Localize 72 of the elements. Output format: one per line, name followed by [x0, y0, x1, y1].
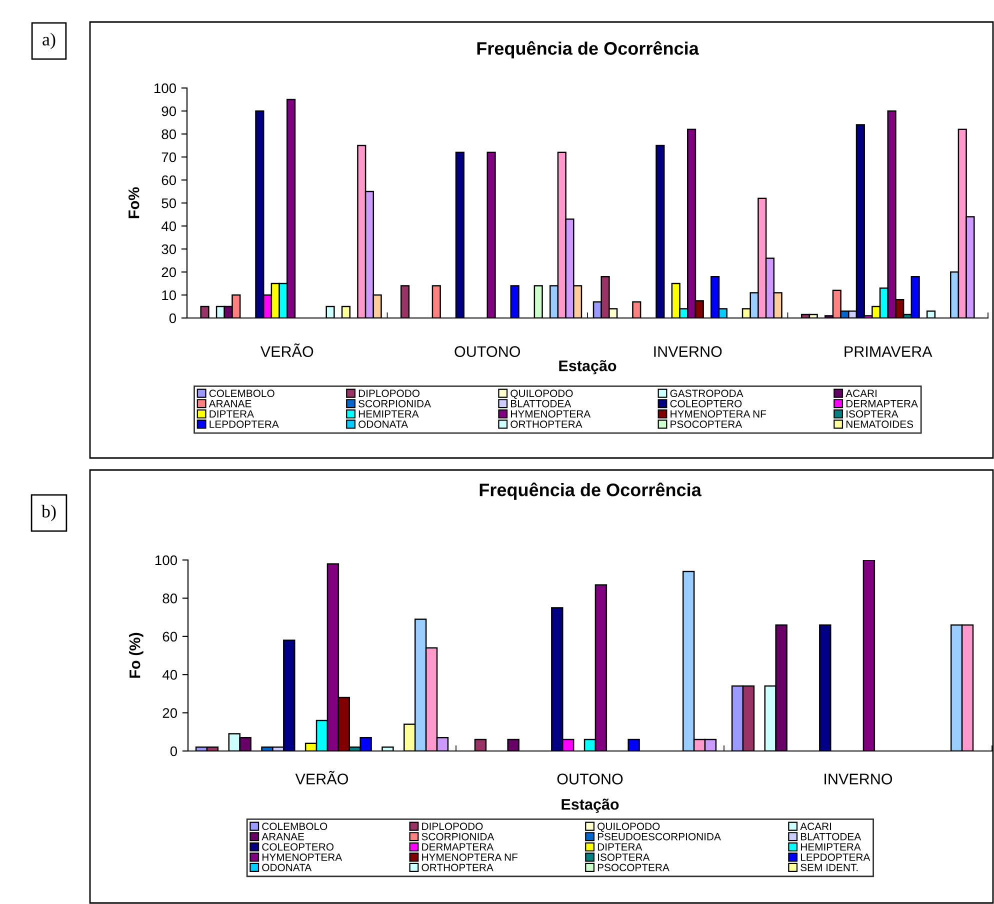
text: b): [41, 504, 56, 522]
legend-label: SEM IDENT.: [800, 864, 858, 872]
legend-label: SCORPIONIDA: [422, 832, 494, 840]
x-tick-label: VERÃO: [260, 343, 314, 357]
legend-label: ACARI: [800, 822, 831, 830]
legend-label: PSOCOPTERA: [670, 420, 742, 428]
legend-label: HYMENOPTERA: [511, 410, 591, 418]
x-tick-label: OUTONO: [454, 346, 520, 357]
x-tick-label: INVERNO: [824, 774, 892, 784]
legend-label: DIPTERA: [210, 410, 254, 418]
legend-label: COLEOPTERO: [670, 400, 742, 408]
legend-label: PSEUDOESCORPIONIDA: [598, 832, 721, 840]
legend-label: HYMENOPTERA: [262, 854, 342, 861]
legend-label: DIPLOPODO: [422, 822, 483, 830]
legend-label: HEMIPTERA: [358, 410, 419, 418]
x-tick-label: PRIMAVERA: [844, 346, 932, 357]
legend-label: DERMAPTERA: [846, 400, 918, 408]
y-tick-label: 90: [162, 106, 176, 116]
legend-label: HYMENOPTERA NF: [670, 410, 766, 418]
y-tick-label: 20: [162, 267, 176, 278]
legend-label: ISOPTERA: [598, 854, 650, 861]
y-axis-title: Fo%: [128, 187, 140, 218]
y-tick-label: 50: [162, 198, 176, 208]
legend-label: ODONATA: [358, 420, 408, 428]
legend-label: ORTHOPTERA: [510, 420, 582, 428]
y-tick-label: 60: [162, 175, 176, 186]
chart-title: Frequência de Ocorrência: [477, 41, 700, 58]
y-tick-label: 40: [162, 670, 178, 680]
y-tick-label: 100: [154, 83, 176, 94]
legend-label: GASTROPODA: [670, 390, 744, 398]
legend-label: DIPLOPODO: [358, 390, 420, 398]
legend-label: LEPDOPTERA: [800, 854, 870, 861]
legend-label: ORTHOPTERA: [422, 864, 494, 872]
legend-label: QUILOPODO: [510, 390, 573, 399]
y-tick-label: 40: [161, 221, 176, 232]
legend-label: HEMIPTERA: [800, 843, 861, 851]
y-tick-label: 10: [162, 290, 176, 300]
legend-label: COLEMBOLO: [209, 390, 274, 398]
legend-label: ISOPTERA: [846, 410, 898, 418]
x-axis-title: Estação: [559, 360, 616, 374]
y-tick-label: 30: [162, 244, 176, 254]
y-tick-label: 0: [170, 746, 178, 756]
x-axis-title: Estação: [562, 798, 619, 813]
x-tick-label: OUTONO: [557, 774, 623, 784]
legend-label: SCORPIONIDA: [358, 400, 431, 408]
y-tick-label: 80: [162, 129, 176, 140]
legend-label: ARANAE: [262, 833, 304, 840]
legend-label: ARANAE: [208, 400, 252, 408]
y-tick-label: 100: [155, 555, 178, 566]
y-tick-label: 0: [169, 313, 176, 324]
legend-label: BLATTODEA: [511, 400, 572, 408]
legend-label: PSOCOPTERA: [598, 864, 670, 872]
legend-label: QUILOPODO: [598, 822, 660, 832]
y-tick-label: 60: [162, 632, 178, 642]
legend-label: COLEOPTERO: [262, 843, 334, 851]
legend-label: LEPDOPTERA: [210, 420, 279, 428]
legend-label: DERMAPTERA: [422, 843, 494, 851]
y-axis-title: Fo (%): [129, 632, 144, 678]
chart-title: Frequência de Ocorrência: [480, 482, 702, 500]
legend-label: ACARI: [846, 390, 876, 398]
y-tick-label: 70: [162, 152, 176, 162]
legend-label: COLEMBOLO: [262, 822, 328, 830]
legend-label: ODONATA: [262, 864, 312, 872]
legend-label: BLATTODEA: [800, 832, 862, 840]
legend-label: DIPTERA: [598, 843, 642, 851]
y-tick-label: 20: [162, 708, 178, 718]
legend-label: NEMATOIDES: [846, 420, 914, 428]
legend-label: HYMENOPTERA NF: [422, 854, 518, 861]
y-tick-label: 80: [162, 594, 178, 604]
text: a): [42, 32, 56, 50]
x-tick-label: INVERNO: [654, 346, 722, 357]
x-tick-label: VERÃO: [295, 770, 348, 784]
